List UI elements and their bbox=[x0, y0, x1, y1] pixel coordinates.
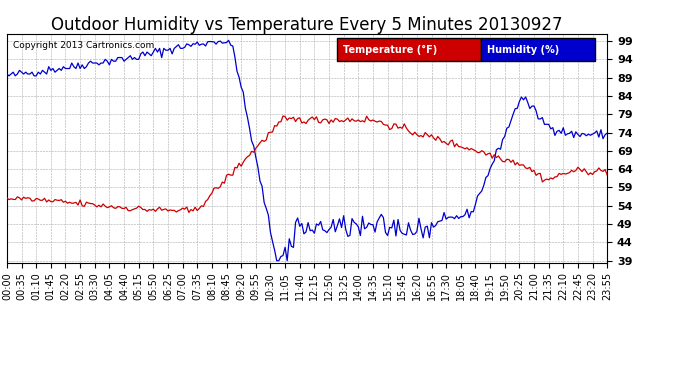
Title: Outdoor Humidity vs Temperature Every 5 Minutes 20130927: Outdoor Humidity vs Temperature Every 5 … bbox=[51, 16, 563, 34]
Text: Humidity (%): Humidity (%) bbox=[487, 45, 560, 55]
Text: Temperature (°F): Temperature (°F) bbox=[343, 45, 437, 55]
FancyBboxPatch shape bbox=[337, 38, 481, 61]
FancyBboxPatch shape bbox=[481, 38, 595, 61]
Text: Copyright 2013 Cartronics.com: Copyright 2013 Cartronics.com bbox=[13, 40, 154, 50]
